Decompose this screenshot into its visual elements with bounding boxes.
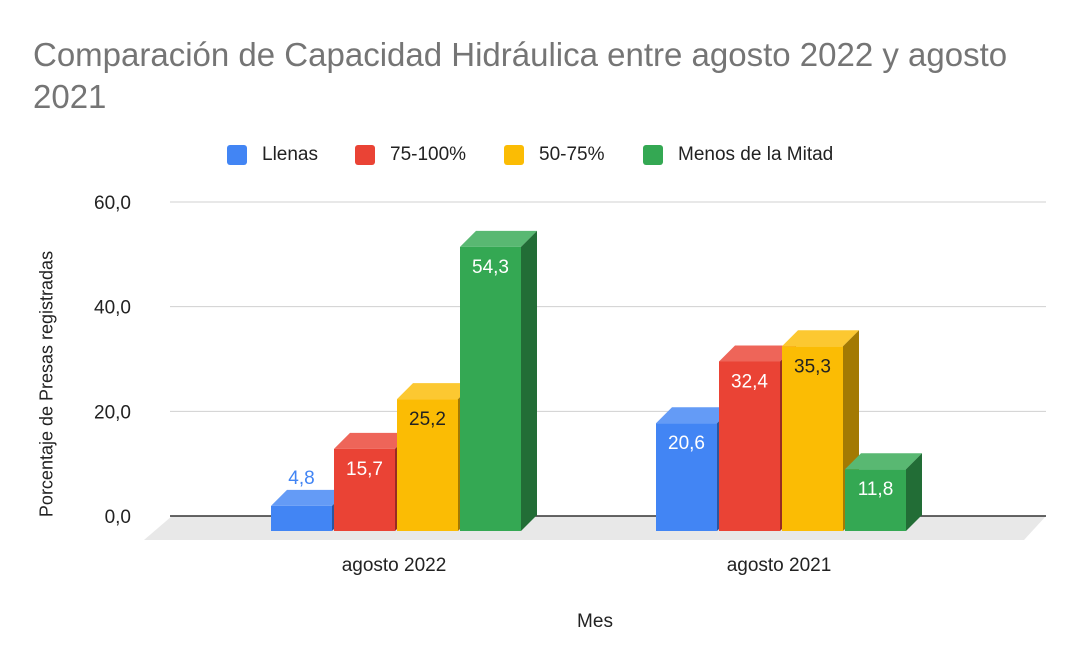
legend-swatch-50-75 — [504, 145, 524, 165]
legend-label-menos-de-la-mitad: Menos de la Mitad — [678, 144, 834, 165]
x-tick-label: agosto 2021 — [727, 555, 832, 576]
bar-side-menos-de-la-mitad — [521, 230, 537, 531]
bar-menos-de-la-mitad — [845, 469, 906, 531]
data-label-50-75: 35,3 — [794, 356, 831, 377]
data-label-75-100: 15,7 — [346, 459, 383, 480]
x-axis-title: Mes — [577, 611, 613, 632]
bar-50-75 — [397, 399, 458, 531]
data-label-50-75: 25,2 — [409, 409, 446, 430]
bar-top-menos-de-la-mitad — [460, 230, 537, 247]
y-tick-label: 60,0 — [94, 193, 131, 214]
y-tick-label: 20,0 — [94, 402, 131, 423]
legend-label-llenas: Llenas — [262, 144, 318, 165]
bar-top-llenas — [271, 489, 348, 506]
legend-item-75-100[interactable]: 75-100% — [355, 140, 466, 170]
bar-llenas — [656, 423, 717, 531]
data-label-llenas: 20,6 — [668, 433, 705, 454]
bar-llenas — [271, 505, 332, 531]
chart-title: Comparación de Capacidad Hidráulica entr… — [33, 36, 1008, 115]
legend-item-llenas[interactable]: Llenas — [227, 140, 318, 170]
bar-side-menos-de-la-mitad — [906, 453, 922, 531]
chart-legend: Llenas 75-100% 50-75% Menos de la Mitad — [0, 140, 1080, 170]
legend-item-menos-de-la-mitad[interactable]: Menos de la Mitad — [643, 140, 833, 170]
data-label-llenas: 4,8 — [288, 468, 314, 489]
bar-top-llenas — [656, 407, 733, 424]
legend-label-75-100: 75-100% — [390, 144, 467, 165]
bar-75-100 — [334, 448, 395, 531]
bar-50-75 — [782, 346, 843, 531]
data-label-75-100: 32,4 — [731, 371, 768, 392]
data-label-menos-de-la-mitad: 11,8 — [858, 479, 894, 500]
legend-swatch-menos-de-la-mitad — [643, 145, 663, 165]
bar-75-100 — [719, 361, 780, 531]
legend-swatch-llenas — [227, 145, 247, 165]
y-axis-title: Porcentaje de Presas registradas — [36, 250, 57, 518]
bar-top-50-75 — [782, 330, 859, 347]
bar-top-menos-de-la-mitad — [845, 453, 922, 470]
legend-item-50-75[interactable]: 50-75% — [504, 140, 605, 170]
y-tick-label: 0,0 — [105, 507, 131, 528]
bar-top-75-100 — [334, 432, 411, 449]
data-label-menos-de-la-mitad: 54,3 — [472, 257, 509, 278]
legend-label-50-75: 50-75% — [539, 144, 605, 165]
bar-menos-de-la-mitad — [460, 246, 521, 531]
x-tick-label: agosto 2022 — [342, 555, 447, 576]
y-tick-label: 40,0 — [94, 298, 131, 319]
legend-swatch-75-100 — [355, 145, 375, 165]
bar-top-50-75 — [397, 383, 474, 400]
bar-top-75-100 — [719, 345, 796, 362]
